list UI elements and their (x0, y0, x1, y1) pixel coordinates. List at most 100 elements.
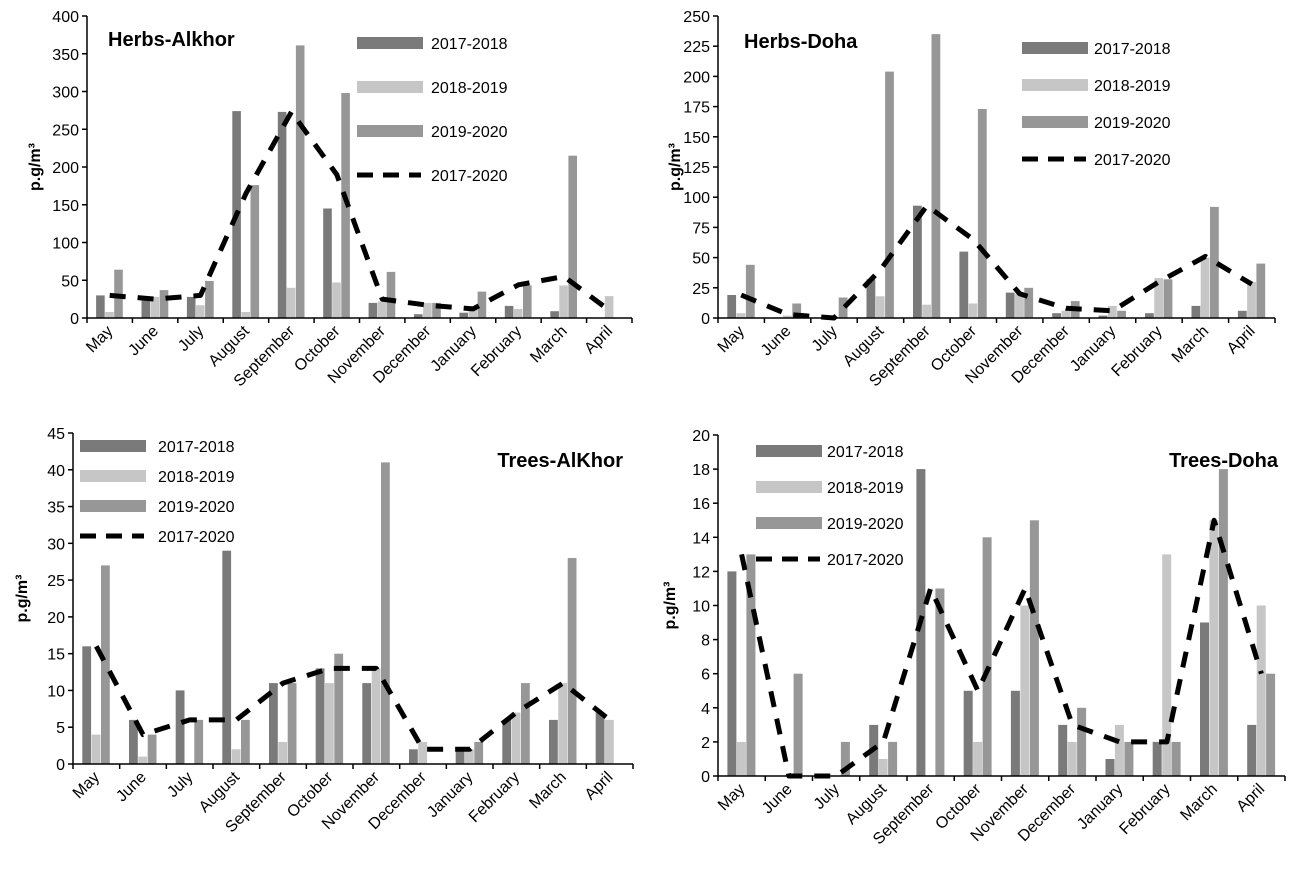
bar-2018-2019-september (922, 304, 931, 318)
x-tick-label: April (1234, 781, 1269, 816)
bar-2019-2020-april (1266, 673, 1276, 776)
legend-swatch-2019-2020 (357, 125, 423, 137)
x-tick-label: March (1169, 323, 1212, 366)
x-tick-label: June (758, 323, 795, 360)
series-line-2017-2020 (94, 645, 612, 752)
bar-2019-2020-may (746, 554, 756, 776)
y-tick-label: 300 (52, 85, 79, 102)
bar-2017-2018-august (222, 550, 232, 764)
bar-2019-2020-june (793, 673, 803, 776)
bar-2017-2018-december (409, 749, 418, 764)
bar-2019-2020-july (205, 281, 214, 318)
legend-swatch-2017-2018 (756, 445, 822, 457)
legend-swatch-2019-2020 (756, 517, 822, 529)
y-tick-label: 2 (701, 735, 710, 752)
bar-2017-2018-may (82, 646, 92, 764)
y-tick-label: 4 (701, 701, 710, 718)
x-tick-label: May (715, 323, 748, 356)
bar-2019-2020-november (386, 271, 396, 318)
bar-2018-2019-february (513, 308, 523, 318)
legend-swatch-2017-2018 (357, 37, 423, 49)
bar-2018-2019-may (105, 312, 114, 318)
bar-2019-2020-january (477, 291, 487, 318)
bar-2018-2019-august (878, 759, 888, 776)
legend-swatch-2018-2019 (357, 81, 423, 93)
y-tick-label: 250 (683, 9, 710, 26)
bar-2017-2018-june (129, 719, 138, 764)
bar-2017-2018-february (504, 305, 514, 318)
legend-label: 2019-2020 (827, 516, 904, 533)
bar-2017-2018-july (186, 296, 196, 318)
y-axis-label: p.g/m³ (662, 582, 679, 630)
legend: 2017-2018 2018-2019 2019-2020 2017-2020 (756, 444, 904, 569)
x-tick-label: February (466, 769, 523, 826)
bar-2018-2019-november (377, 301, 387, 318)
chart-title: Trees-Doha (1169, 450, 1279, 472)
bar-2019-2020-may (101, 565, 110, 764)
y-tick-label: 0 (70, 311, 79, 328)
bar-2018-2019-october (968, 303, 978, 318)
bar-2019-2020-october (982, 537, 992, 776)
legend-swatch-2018-2019 (756, 481, 822, 493)
x-tick-label: March (1177, 781, 1220, 824)
bar-2019-2020-january (1124, 741, 1134, 776)
x-tick-label: July (164, 769, 196, 801)
bar-2017-2018-november (1010, 690, 1020, 777)
bar-2017-2018-april (1237, 310, 1247, 318)
x-tick-label: February (1116, 781, 1173, 838)
bar-2019-2020-august (885, 71, 894, 318)
bar-2019-2020-february (1171, 741, 1181, 776)
bar-2019-2020-march (1210, 206, 1219, 318)
y-tick-label: 0 (701, 311, 710, 328)
y-tick-label: 100 (683, 190, 710, 207)
bar-2018-2019-june (138, 756, 148, 764)
y-tick-label: 30 (47, 536, 65, 553)
bar-2018-2019-december (1067, 741, 1077, 776)
bar-2019-2020-september (935, 588, 945, 776)
legend-label: 2018-2019 (158, 469, 235, 486)
y-tick-label: 150 (52, 198, 79, 215)
bar-2018-2019-june (150, 296, 160, 318)
legend-swatch-2017-2018 (80, 440, 146, 452)
x-tick-label: July (175, 323, 207, 355)
y-tick-label: 16 (692, 496, 710, 513)
chart-title: Herbs-Alkhor (108, 29, 235, 51)
bar-2019-2020-may (745, 264, 755, 318)
bar-2017-2018-november (362, 683, 372, 764)
bar-2018-2019-june (783, 315, 792, 318)
y-tick-label: 25 (47, 573, 65, 590)
y-tick-label: 400 (52, 9, 79, 26)
bar-2019-2020-june (792, 303, 802, 318)
x-tick-label: June (759, 781, 796, 818)
x-tick-label: March (526, 769, 569, 812)
bar-2017-2018-october (959, 251, 969, 318)
y-tick-label: 50 (692, 251, 710, 268)
legend-label: 2017-2020 (1094, 152, 1171, 169)
chart-title: Herbs-Doha (744, 31, 858, 53)
bar-2017-2018-april (1247, 724, 1257, 776)
bar-2018-2019-november (1020, 605, 1030, 776)
legend-label: 2017-2020 (431, 168, 508, 185)
bar-2019-2020-december (1077, 707, 1087, 776)
y-tick-label: 175 (683, 100, 710, 117)
bar-2018-2019-august (875, 296, 885, 318)
bar-2018-2019-march (1209, 520, 1219, 777)
bar-2018-2019-april (1256, 605, 1266, 776)
bar-2017-2018-september (269, 683, 278, 764)
y-tick-label: 35 (47, 500, 65, 517)
bar-2018-2019-may (736, 741, 746, 776)
y-tick-label: 125 (683, 160, 710, 177)
y-tick-label: 50 (61, 273, 79, 290)
bar-2018-2019-december (1061, 310, 1071, 318)
bar-2017-2018-may (727, 571, 737, 776)
bar-2019-2020-january (474, 741, 484, 764)
legend-label: 2018-2019 (827, 480, 904, 497)
y-tick-label: 350 (52, 47, 79, 64)
bar-2018-2019-october (973, 741, 983, 776)
bar-2019-2020-september (295, 45, 305, 319)
bar-2017-2018-march (1200, 622, 1209, 776)
